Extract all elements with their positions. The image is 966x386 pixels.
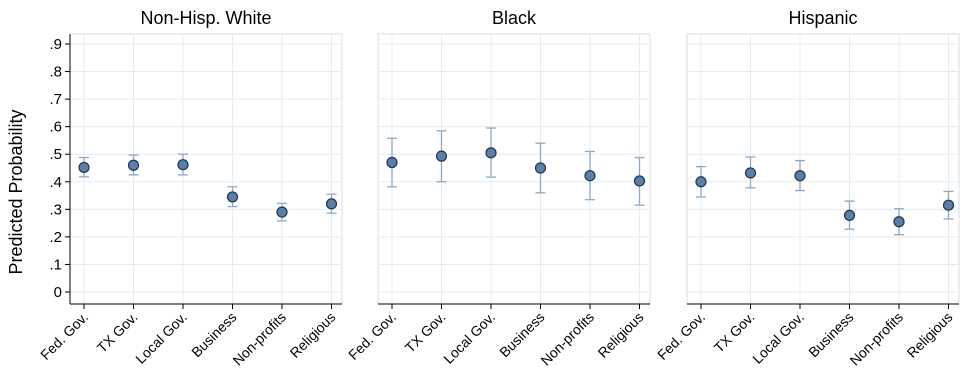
x-tick-label: Local Gov.	[132, 309, 190, 367]
data-point	[942, 199, 955, 211]
x-tick-label: Religious	[904, 309, 956, 361]
x-tick-label: Non-profits	[229, 309, 289, 369]
data-point	[276, 206, 288, 218]
x-tick-label: Religious	[287, 309, 339, 361]
x-tick-label: Business	[805, 309, 856, 360]
panel-title: Black	[492, 8, 537, 28]
panel-frame	[377, 33, 651, 305]
x-tick-label: Business	[188, 309, 239, 360]
y-tick-label: .3	[49, 201, 62, 218]
x-tick-label: Business	[496, 309, 547, 360]
panel-0: Non-Hisp. White 0 .1 .2 .3 .4 .5 .6 .7 .8 .9 Fed. G…	[37, 8, 343, 369]
panel-title: Hispanic	[788, 8, 857, 28]
y-tick-label: .1	[49, 256, 62, 273]
data-point	[534, 162, 547, 174]
data-point	[127, 159, 140, 171]
y-tick-label: .7	[49, 91, 62, 108]
data-point	[78, 161, 90, 174]
panels: Non-Hisp. White 0 .1 .2 .3 .4 .5 .6 .7 .8 .9 Fed. G…	[37, 8, 960, 369]
y-tick-label: .2	[49, 229, 62, 246]
x-tick-label: Fed. Gov.	[37, 309, 91, 363]
panel-frame	[686, 33, 960, 305]
panel-1: Black Fed. Gov. TX Gov.Local Gov.BusinessN…	[345, 8, 651, 369]
y-tick-label: .5	[49, 146, 62, 163]
data-point	[843, 209, 856, 221]
data-point	[794, 170, 806, 182]
data-point	[633, 175, 646, 187]
panel-title: Non-Hisp. White	[140, 8, 271, 28]
y-tick-label: .8	[49, 64, 62, 81]
y-axis-label: Predicted Probability	[6, 109, 26, 274]
y-tick-label: .6	[49, 119, 62, 136]
x-tick-label: Fed. Gov.	[345, 309, 399, 363]
y-tick-label: .9	[49, 36, 62, 53]
x-tick-label: Non-profits	[846, 309, 906, 369]
data-point	[177, 159, 189, 171]
panel-2: Hispanic Fed. Gov. TX Gov.Local Gov.Busine…	[654, 8, 960, 369]
x-tick-label: Local Gov.	[749, 309, 807, 367]
data-point	[226, 191, 239, 203]
x-tick-label: Fed. Gov.	[654, 309, 708, 363]
data-point	[695, 176, 707, 188]
x-tick-label: Religious	[595, 309, 647, 361]
y-tick-label: 0	[54, 284, 62, 301]
x-tick-label: Local Gov.	[440, 309, 498, 367]
data-point	[744, 167, 757, 179]
y-tick-label: .4	[49, 174, 62, 191]
data-point	[435, 150, 448, 162]
panel-frame	[69, 33, 343, 305]
data-point	[584, 170, 596, 182]
data-point	[386, 156, 398, 169]
data-point	[893, 216, 905, 228]
x-tick-label: Non-profits	[537, 309, 597, 369]
data-point	[325, 198, 338, 210]
x-tick-label: TX Gov.	[402, 309, 449, 356]
x-tick-label: TX Gov.	[711, 309, 758, 356]
data-point	[485, 147, 497, 159]
x-tick-label: TX Gov.	[94, 309, 141, 356]
